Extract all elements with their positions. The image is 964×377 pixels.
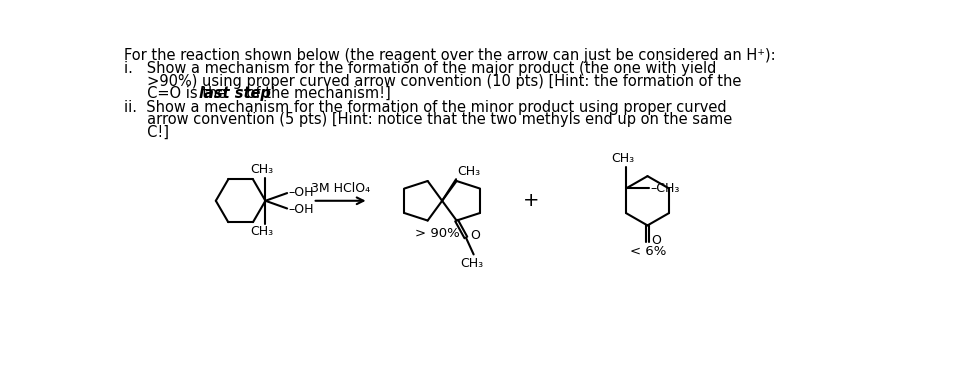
Text: –OH: –OH (288, 203, 314, 216)
Text: of the mechanism!]: of the mechanism!] (242, 86, 390, 101)
Text: CH₃: CH₃ (611, 152, 634, 166)
Text: i.   Show a mechanism for the formation of the major product (the one with yield: i. Show a mechanism for the formation of… (124, 61, 717, 77)
Text: CH₃: CH₃ (457, 165, 480, 178)
Text: 3M HClO₄: 3M HClO₄ (311, 182, 370, 195)
Text: +: + (523, 191, 540, 210)
Text: < 6%: < 6% (630, 245, 667, 259)
Text: >90%) using proper curved arrow convention (10 pts) [Hint: the formation of the: >90%) using proper curved arrow conventi… (124, 74, 741, 89)
Text: C!]: C!] (124, 124, 170, 139)
Text: –CH₃: –CH₃ (651, 182, 681, 195)
Text: CH₃: CH₃ (461, 257, 484, 270)
Text: O: O (469, 230, 480, 242)
Text: O: O (652, 234, 661, 247)
Text: CH₃: CH₃ (250, 163, 273, 176)
Text: last step: last step (200, 86, 271, 101)
Text: > 90%: > 90% (415, 227, 460, 240)
Text: CH₃: CH₃ (250, 225, 273, 238)
Text: ii.  Show a mechanism for the formation of the minor product using proper curved: ii. Show a mechanism for the formation o… (124, 100, 727, 115)
Text: arrow convention (5 pts) [Hint: notice that the two methyls end up on the same: arrow convention (5 pts) [Hint: notice t… (124, 112, 733, 127)
Text: For the reaction shown below (the reagent over the arrow can just be considered : For the reaction shown below (the reagen… (124, 48, 776, 63)
Text: –OH: –OH (288, 186, 314, 199)
Text: C=O is the: C=O is the (124, 86, 231, 101)
